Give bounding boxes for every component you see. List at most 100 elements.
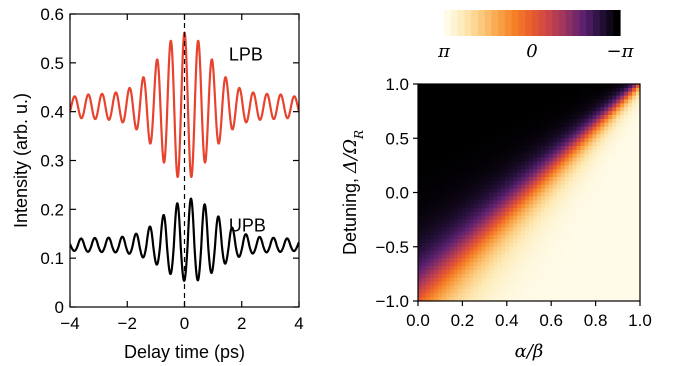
heatmap-cell	[425, 246, 431, 252]
heatmap-cell	[529, 99, 534, 104]
heatmap-cell	[418, 177, 423, 182]
heatmap-cell	[441, 285, 447, 290]
heatmap-cell	[548, 91, 554, 97]
heatmap-cell	[632, 146, 637, 151]
heatmap-cell	[429, 180, 435, 186]
heatmap-cell	[469, 111, 474, 116]
heatmap-cell	[433, 177, 439, 182]
heatmap-cell	[418, 161, 423, 166]
heatmap-cell	[429, 91, 435, 97]
heatmap-cell	[624, 165, 629, 170]
heatmap-cell	[509, 115, 514, 120]
heatmap-cell	[517, 196, 522, 201]
heatmap-cell	[481, 273, 486, 279]
heatmap-cell	[536, 239, 542, 244]
heatmap-cell	[596, 157, 601, 163]
heatmap-cell	[425, 277, 431, 283]
heatmap-cell	[604, 242, 609, 248]
heatmap-cell	[461, 208, 467, 213]
heatmap-cell	[580, 180, 585, 186]
heatmap-cell	[425, 87, 431, 93]
heatmap-cell	[536, 177, 542, 182]
heatmap-cell	[509, 95, 514, 101]
heatmap-cell	[572, 200, 578, 205]
heatmap-cell	[544, 223, 550, 228]
heatmap-cell	[548, 254, 554, 259]
heatmap-cell	[469, 153, 474, 159]
heatmap-cell	[505, 91, 510, 97]
heatmap-cell	[620, 246, 625, 252]
heatmap-cell	[568, 192, 574, 197]
heatmap-cell	[592, 262, 597, 267]
heatmap-cell	[461, 95, 467, 101]
heatmap-cell	[441, 196, 447, 201]
heatmap-cell	[513, 208, 518, 213]
heatmap-cell	[461, 192, 467, 197]
heatmap-cell	[584, 223, 589, 228]
heatmap-cell	[536, 146, 542, 151]
heatmap-cell	[517, 184, 522, 190]
heatmap-cell	[517, 169, 522, 174]
heatmap-cell	[616, 84, 621, 89]
heatmap-cell	[525, 266, 530, 271]
heatmap-x-axis-label: α/β	[515, 341, 544, 362]
heatmap-cell	[525, 219, 530, 225]
heatmap-cell	[584, 122, 589, 128]
heatmap-cell	[536, 173, 542, 178]
heatmap-cell	[493, 227, 498, 232]
heatmap-cell	[592, 111, 597, 116]
heatmap-cell	[624, 84, 629, 89]
heatmap-cell	[497, 196, 502, 201]
heatmap-cell	[584, 149, 589, 155]
heatmap-cell	[600, 204, 605, 209]
heatmap-y-tick-label: −0.5	[375, 238, 409, 257]
heatmap-cell	[540, 153, 546, 159]
heatmap-cell	[632, 111, 637, 116]
heatmap-cell	[437, 208, 443, 213]
heatmap-cell	[560, 115, 566, 120]
heatmap-cell	[600, 208, 605, 213]
heatmap-cell	[418, 254, 423, 259]
heatmap-cell	[564, 297, 570, 302]
heatmap-cell	[628, 231, 633, 236]
heatmap-cell	[525, 196, 530, 201]
heatmap-cell	[572, 173, 578, 178]
heatmap-cell	[612, 149, 617, 155]
heatmap-cell	[509, 103, 514, 108]
heatmap-cell	[608, 281, 613, 287]
heatmap-cell	[608, 87, 613, 93]
heatmap-cell	[461, 149, 467, 155]
heatmap-cell	[465, 153, 471, 159]
heatmap-cell	[501, 126, 506, 132]
heatmap-cell	[493, 138, 498, 143]
heatmap-cell	[517, 239, 522, 244]
heatmap-cell	[552, 118, 558, 124]
heatmap-cell	[497, 258, 502, 263]
heatmap-cell	[525, 200, 530, 205]
heatmap-cell	[632, 266, 637, 271]
heatmap-cell	[552, 126, 558, 132]
heatmap-cell	[521, 270, 526, 275]
heatmap-cell	[536, 192, 542, 197]
heatmap-cell	[529, 297, 534, 302]
heatmap-cell	[481, 223, 486, 228]
heatmap-cell	[584, 266, 589, 271]
heatmap-cell	[548, 204, 554, 209]
heatmap-cell	[608, 138, 613, 143]
heatmap-cell	[425, 157, 431, 163]
heatmap-cell	[608, 177, 613, 182]
heatmap-cell	[457, 196, 463, 201]
heatmap-cell	[425, 254, 431, 259]
heatmap-cell	[521, 277, 526, 283]
heatmap-cell	[457, 289, 463, 294]
heatmap-cell	[580, 204, 585, 209]
heatmap-cell	[477, 173, 482, 178]
heatmap-cell	[616, 95, 621, 101]
heatmap-cell	[564, 211, 570, 217]
heatmap-cell	[445, 115, 451, 120]
heatmap-cell	[560, 91, 566, 97]
heatmap-cell	[421, 188, 427, 194]
heatmap-cell	[608, 297, 613, 302]
heatmap-cell	[604, 235, 609, 240]
heatmap-cell	[453, 169, 459, 174]
